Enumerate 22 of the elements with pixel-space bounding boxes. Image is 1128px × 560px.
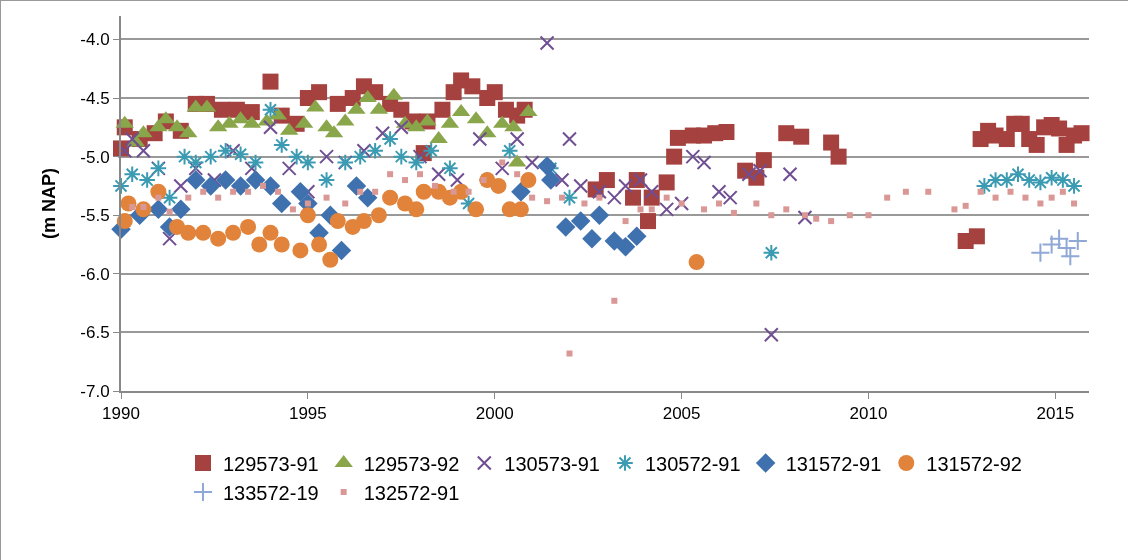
y-tick-label: -5.0 — [80, 147, 110, 167]
x-tick-label: 2010 — [849, 404, 888, 424]
y-tick-label: -6.5 — [80, 323, 110, 343]
x-tick-label: 1995 — [288, 404, 327, 424]
x-tick-label: 1990 — [102, 404, 140, 424]
legend-label: 131572-92 — [926, 452, 1022, 475]
legend-label: 130572-91 — [644, 452, 741, 475]
legend-label: 132572-91 — [363, 481, 460, 504]
legend-label: 130573-91 — [504, 452, 600, 475]
legend-label: 131572-91 — [785, 452, 882, 475]
legend-label: 129573-91 — [223, 452, 319, 475]
y-tick-label: -6.0 — [80, 264, 110, 284]
x-tick-label: 2015 — [1036, 404, 1075, 424]
y-tick-label: -7.0 — [80, 381, 110, 401]
x-tick-label: 2000 — [475, 404, 514, 424]
legend-label: 133572-19 — [223, 481, 319, 504]
y-tick-label: -4.5 — [80, 88, 110, 108]
x-tick-label: 2005 — [662, 404, 701, 424]
y-tick-label: -5.5 — [80, 206, 110, 226]
y-axis-title: (m NAP) — [39, 168, 59, 239]
legend-label: 129573-92 — [363, 452, 460, 475]
y-tick-label: -4.0 — [80, 30, 110, 50]
